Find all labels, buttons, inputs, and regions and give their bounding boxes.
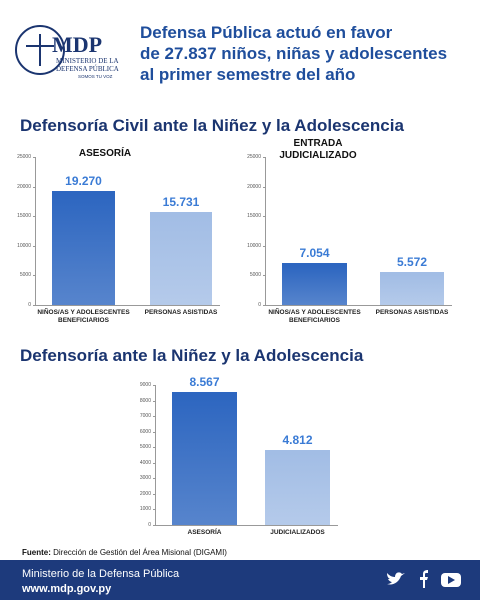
y-tick-label: 15000 [17,213,31,220]
x-tick-label: PERSONAS ASISTIDAS [144,309,218,316]
social-icons [387,570,461,588]
bar [150,211,212,305]
tick-mark [153,431,155,433]
x-tick-label: JUDICIALIZADOS [270,529,325,536]
bar [380,272,444,305]
value-label: 5.572 [396,255,428,269]
tick-mark [263,216,265,218]
tick-mark [263,157,265,158]
tick-mark [263,305,265,306]
value-label: 7.054 [299,246,330,261]
bar [265,450,330,525]
tick-mark [33,245,35,247]
header-title: al primer semestre del año [140,65,356,84]
bar [172,391,237,525]
tick-mark [33,216,35,218]
chart-title: ENTRADA JUDICIALIZADO [279,138,357,161]
axis-line [35,305,220,306]
value-label: 8.567 [189,374,220,389]
footer: Ministerio de la Defensa Pública www.mdp… [0,560,480,600]
tick-mark [263,245,265,247]
chart-title: ASESORÍA [78,148,132,159]
y-tick-label: 8000 [139,397,151,404]
y-tick-label: 9000 [139,382,151,388]
axis-line [35,157,36,305]
value-label: 4.812 [282,433,313,448]
axis-line [155,385,156,525]
tick-mark [153,462,155,464]
x-tick-label: NIÑOS/AS Y ADOLESCENTES BENEFICIARIOS [37,309,130,324]
tick-mark [153,416,155,418]
bar [282,263,347,305]
axis-line [265,157,266,305]
logo-name: MDP [52,32,103,57]
tick-mark [33,275,35,277]
tick-mark [33,305,35,306]
y-tick-label: 20000 [247,183,261,190]
y-tick-label: 15000 [247,213,261,220]
footer-url: www.mdp.gov.py [22,583,112,595]
footer-org: Ministerio de la Defensa Pública [22,568,180,580]
header-title: Defensa Pública actuó en favor [140,23,393,42]
x-tick-label: PERSONAS ASISTIDAS [375,309,449,316]
value-label: 15.731 [162,194,200,209]
source: Fuente: Dirección de Gestión del Área Mi… [22,548,227,557]
tick-mark [153,525,155,526]
logo-motto: SOMOS TU VOZ [78,74,113,79]
y-tick-label: 25000 [247,154,261,160]
tick-mark [153,478,155,480]
bar [52,190,115,305]
tick-mark [153,447,155,449]
y-tick-label: 4000 [139,459,151,466]
y-tick-label: 0 [28,302,31,308]
tick-mark [33,186,35,188]
axis-line [155,525,338,526]
logo-emblem [15,25,65,75]
logo-line: MINISTERIO DE LA [56,57,119,65]
x-tick-label: NIÑOS/AS Y ADOLESCENTES BENEFICIARIOS [268,309,361,324]
tick-mark [263,186,265,188]
y-tick-label: 10000 [247,242,261,249]
y-tick-label: 7000 [139,413,151,420]
y-tick-label: 6000 [139,428,151,435]
tick-mark [263,275,265,277]
axis-line [265,305,452,306]
y-tick-label: 5000 [249,272,261,279]
tick-mark [153,400,155,402]
y-tick-label: 0 [148,522,151,528]
tick-mark [153,385,155,386]
y-tick-label: 20000 [17,183,31,190]
tick-mark [153,509,155,511]
source-label: Fuente: [22,548,51,557]
tick-mark [153,493,155,495]
y-tick-label: 3000 [139,475,151,482]
y-tick-label: 1000 [139,506,151,513]
section-title: Defensoría Civil ante la Niñez y la Adol… [20,116,404,135]
y-tick-label: 0 [258,302,261,308]
y-tick-label: 5000 [19,272,31,279]
y-tick-label: 5000 [139,444,151,451]
logo-line: DEFENSA PÚBLICA [56,65,119,73]
value-label: 19.270 [65,173,102,188]
x-tick-label: ASESORÍA [187,529,222,536]
y-tick-label: 10000 [17,242,31,249]
y-tick-label: 2000 [139,490,151,497]
y-tick-label: 25000 [17,154,31,160]
header-title: de 27.837 niños, niñas y adolescentes [140,44,448,63]
section-title: Defensoría ante la Niñez y la Adolescenc… [20,346,364,365]
tick-mark [33,157,35,158]
source-text: Dirección de Gestión del Área Misional (… [53,548,227,557]
